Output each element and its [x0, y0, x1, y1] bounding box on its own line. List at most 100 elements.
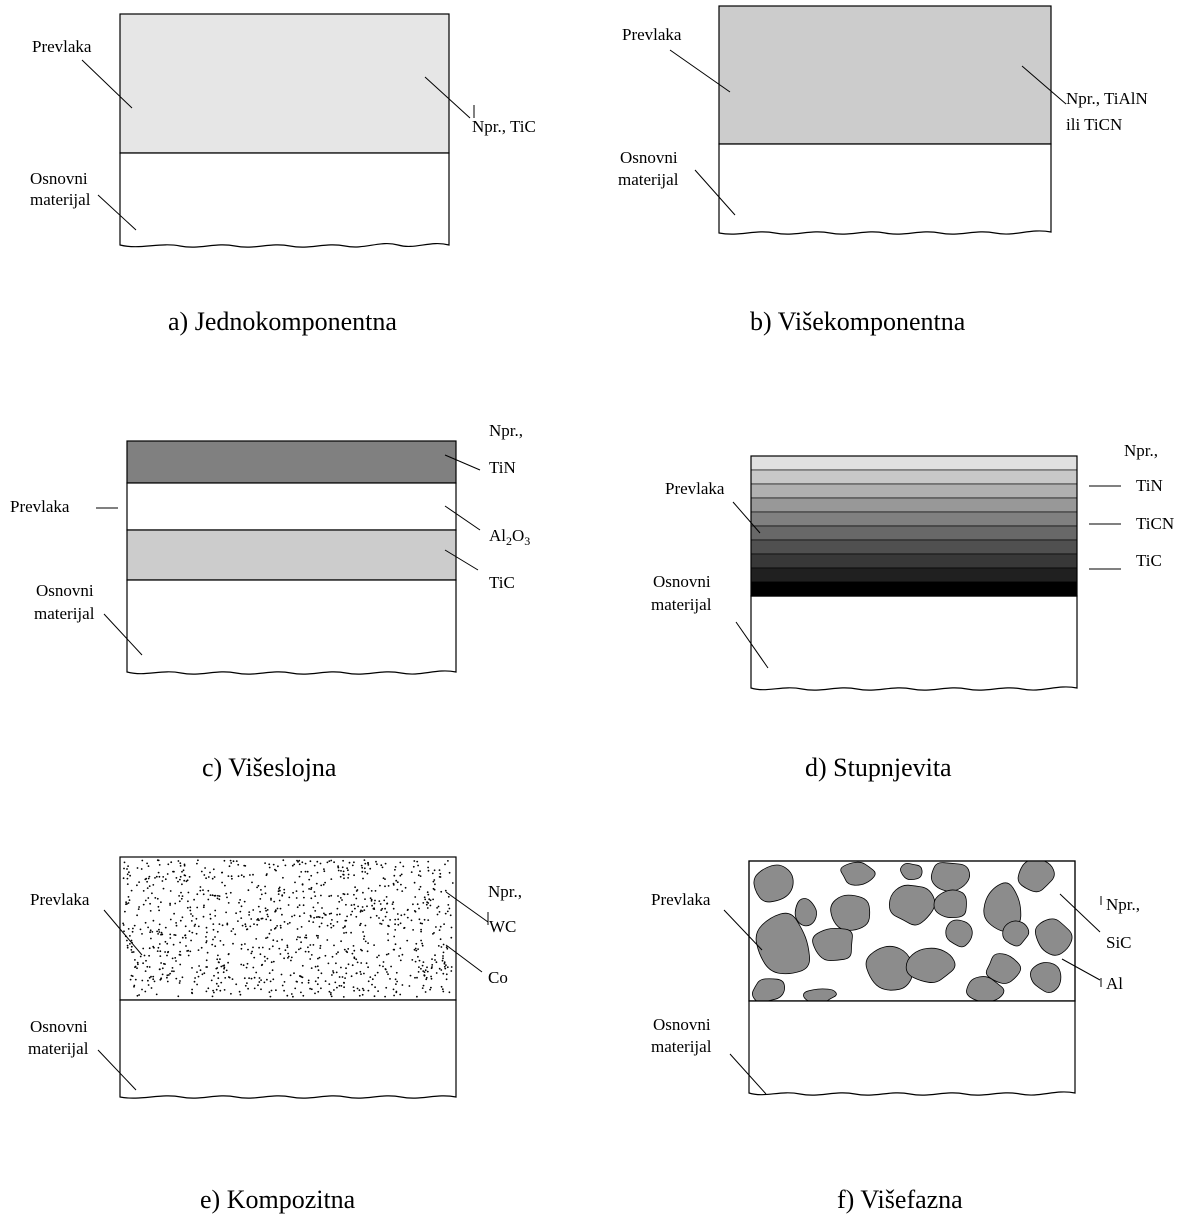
panel-e-dot — [186, 906, 189, 909]
panel-e-dot — [181, 976, 184, 979]
panel-f-example-label: Npr., — [1106, 895, 1140, 914]
panel-e-dot — [323, 868, 325, 870]
panel-e-dot — [295, 890, 298, 892]
panel-e-dot — [411, 959, 414, 961]
panel-e-dot — [283, 888, 286, 891]
panel-e-dot — [258, 919, 260, 922]
panel-e-dot — [412, 903, 414, 906]
panel-e-dot — [272, 960, 275, 963]
panel-e-dot — [447, 860, 449, 862]
panel-e-dot — [197, 975, 200, 978]
panel-e-dot — [184, 934, 187, 937]
panel-e-dot — [346, 893, 349, 895]
panel-e-dot — [274, 868, 276, 871]
panel-f-grain — [865, 945, 914, 991]
panel-e-dot — [246, 962, 249, 965]
panel-e-dot — [181, 916, 184, 919]
panel-e-dot — [133, 985, 135, 988]
panel-e-dot — [298, 948, 300, 951]
panel-e-dot — [423, 918, 426, 921]
panel-c-coating-label: Prevlaka — [10, 497, 70, 516]
panel-e-dot — [253, 923, 255, 925]
panel-e-dot — [416, 860, 419, 863]
panel-e-dot — [440, 969, 443, 971]
panel-e-dot — [310, 988, 313, 991]
panel-e-dot — [419, 922, 422, 925]
panel-e-dot — [209, 917, 212, 920]
panel-e-dot — [343, 877, 345, 880]
panel-e-dot — [309, 914, 312, 917]
panel-e-dot — [154, 897, 157, 899]
panel-e-dot — [146, 887, 149, 889]
panel-e-dot — [387, 885, 390, 887]
panel-e-dot — [269, 919, 272, 922]
panel-e-dot — [350, 904, 353, 906]
panel-e-dot — [392, 907, 395, 910]
panel-e-dot — [169, 902, 172, 905]
panel-e-dot — [184, 874, 187, 877]
panel-e-dot — [245, 966, 248, 969]
panel-e-dot — [314, 992, 316, 995]
panel-e-dot — [298, 915, 301, 918]
panel-e-dot — [335, 962, 337, 965]
panel-e-dot — [351, 910, 354, 913]
panel-e-dot — [381, 907, 384, 910]
panel-e-dot — [360, 909, 362, 912]
panel-e-dot — [410, 919, 413, 922]
panel-e-dot — [350, 913, 352, 916]
panel-e-dot — [438, 911, 441, 913]
panel-e-dot — [242, 964, 245, 967]
panel-e-dot — [417, 955, 419, 958]
panel-e-dot — [205, 959, 208, 962]
panel-e-dot — [293, 914, 296, 917]
panel-e-dot — [152, 919, 155, 922]
panel-e-dot — [275, 989, 277, 992]
panel-e-dot — [179, 941, 182, 944]
panel-e-dot — [288, 896, 291, 899]
panel-e-dot — [337, 865, 339, 868]
panel-f-grain — [812, 927, 853, 962]
panel-e-dot — [148, 875, 151, 878]
panel-e-dot — [131, 951, 134, 954]
panel-e-dot — [367, 966, 369, 969]
panel-e-dot — [427, 893, 430, 896]
panel-e-dot — [417, 864, 419, 867]
panel-e-dot — [303, 912, 306, 914]
panel-f-grain — [945, 919, 973, 948]
panel-e-dot — [148, 966, 151, 968]
panel-e-dot — [190, 913, 192, 915]
panel-e-dot — [336, 907, 339, 910]
panel-e-dot — [260, 893, 263, 896]
panel-d-band — [750, 539, 1078, 555]
panel-e-dot — [205, 940, 208, 942]
panel-e-dot — [129, 874, 132, 877]
panel-e-dot — [304, 862, 307, 865]
panel-e-dot — [269, 980, 272, 983]
panel-e-dot — [261, 963, 264, 966]
panel-e-dot — [364, 862, 367, 865]
panel-e-dot — [283, 957, 285, 960]
panel-e-dot — [333, 944, 335, 947]
panel-e-dot — [197, 859, 199, 862]
panel-e-dot — [189, 909, 192, 912]
panel-e-dot — [400, 873, 403, 876]
panel-e-dot — [355, 897, 358, 900]
panel-e-dot — [323, 870, 326, 873]
panel-c-layer-tin — [126, 440, 457, 484]
panel-e-dot — [129, 943, 131, 945]
panel-e-dot — [199, 969, 202, 972]
panel-e-dot — [244, 925, 247, 928]
panel-e-dot — [212, 989, 215, 992]
panel-e-dot — [227, 875, 230, 877]
panel-e-dot — [196, 971, 198, 973]
panel-e-dot — [178, 900, 181, 903]
panel-e-dot — [196, 862, 198, 865]
panel-e-dot — [158, 864, 161, 866]
panel-e-dot — [338, 984, 341, 987]
panel-e-dot — [202, 906, 205, 909]
panel-e-dot — [166, 942, 169, 945]
panel-e-dot — [426, 901, 428, 903]
panel-e-dot — [392, 884, 395, 886]
panel-e-dot — [231, 877, 233, 880]
panel-d-layer-3-label: TiC — [1136, 551, 1162, 570]
